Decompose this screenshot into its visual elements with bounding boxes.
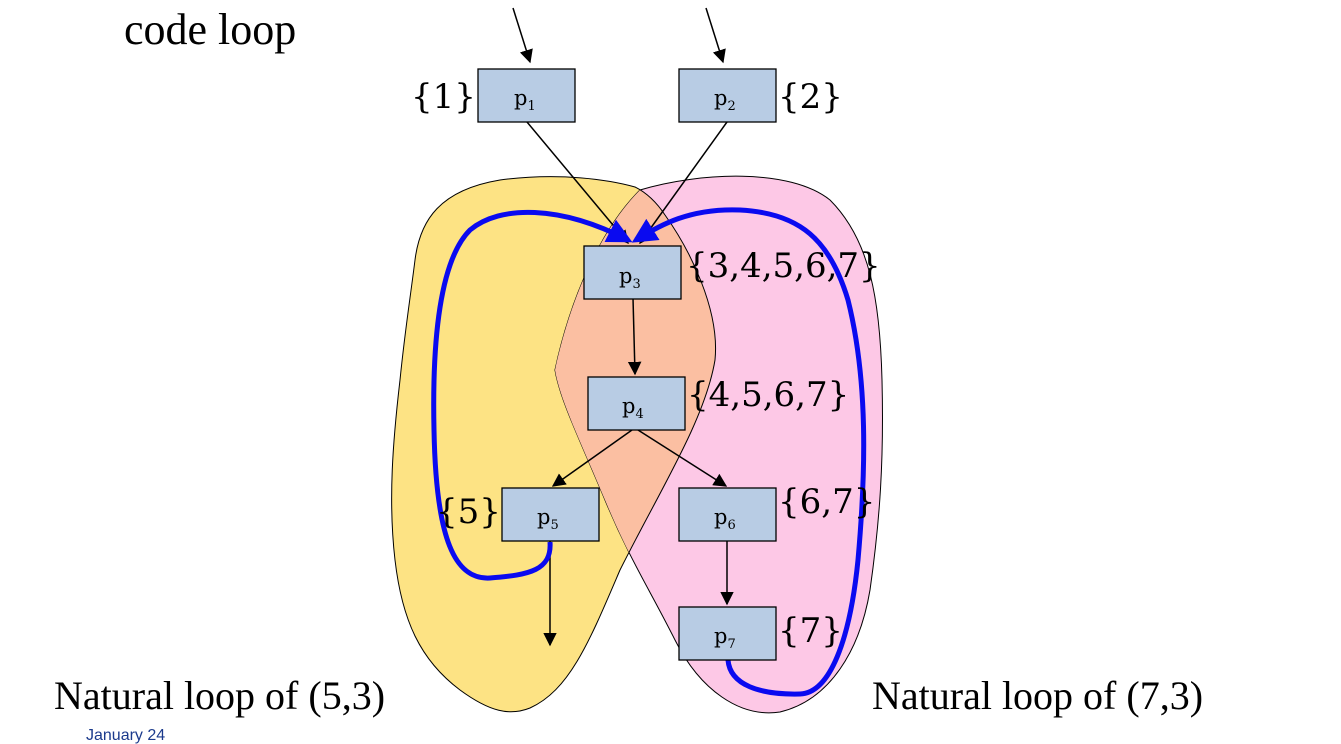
dom-set-p3: {3,4,5,6,7} (686, 246, 881, 286)
svg-text:p2: p2 (714, 86, 736, 114)
dom-set-p2: {2} (778, 77, 843, 117)
back-edge-p5-p3 (431, 209, 633, 581)
node-p2-base: p (714, 86, 727, 110)
node-p6-sub: 6 (727, 518, 735, 533)
svg-text:p1: p1 (514, 86, 536, 114)
node-p6: p6 (678, 487, 777, 542)
node-p4-base: p (622, 394, 635, 418)
dom-set-p4: {4,5,6,7} (687, 375, 849, 415)
node-p7-sub: 7 (727, 637, 735, 652)
node-p3-sub: 3 (632, 277, 640, 292)
svg-text:p3: p3 (619, 264, 641, 292)
dom-set-p7: {7} (778, 611, 843, 651)
node-p4-sub: 4 (635, 407, 643, 422)
overlap-region (555, 176, 717, 713)
svg-text:p7: p7 (714, 624, 736, 652)
node-p7-base: p (714, 624, 727, 648)
node-p5: p5 (501, 487, 600, 542)
node-p3: p3 (583, 245, 682, 300)
node-p4: p4 (587, 376, 686, 431)
slide-title: code loop (124, 5, 297, 54)
svg-text:p6: p6 (714, 505, 736, 533)
back-edge-p7-p3 (631, 207, 867, 697)
node-p1: p1 (477, 68, 576, 123)
node-p5-base: p (537, 505, 550, 529)
node-p5-sub: 5 (550, 518, 558, 533)
node-p1-sub: 1 (527, 99, 535, 114)
dom-set-p1: {1} (411, 77, 476, 117)
node-p2-sub: 2 (727, 99, 735, 114)
node-p7: p7 (678, 606, 777, 661)
node-p6-base: p (714, 505, 727, 529)
edge-p4-p6 (637, 429, 728, 487)
caption-natural-loop-5-3: Natural loop of (5,3) (54, 673, 386, 718)
edge-p4-p5 (551, 429, 633, 487)
entry-arrow-p2 (705, 7, 726, 64)
dom-set-p6: {6,7} (778, 482, 875, 522)
node-p3-base: p (619, 264, 632, 288)
svg-text:p4: p4 (622, 394, 644, 422)
svg-text:p5: p5 (537, 505, 559, 533)
caption-natural-loop-7-3: Natural loop of (7,3) (872, 673, 1204, 718)
edge-p3-p4 (627, 297, 642, 376)
entry-arrow-p1 (512, 7, 533, 64)
footer-date: January 24 (86, 727, 166, 744)
node-p2: p2 (678, 68, 777, 123)
dom-set-p5: {5} (436, 492, 501, 532)
node-p1-base: p (514, 86, 527, 110)
